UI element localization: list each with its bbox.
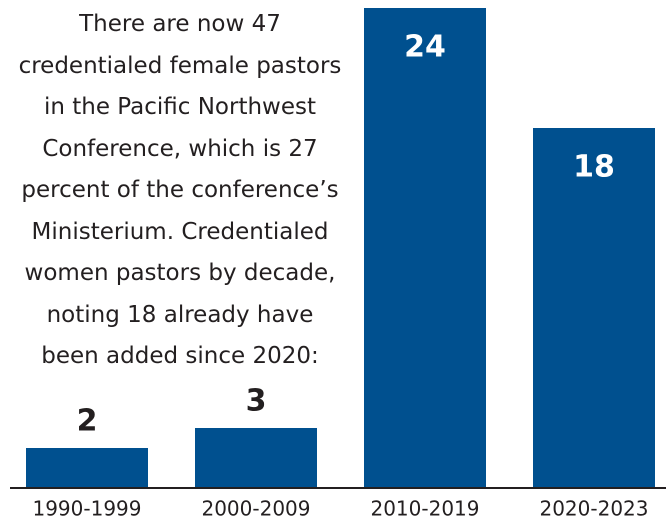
- value-label: 2: [77, 404, 98, 439]
- value-label: 18: [573, 150, 615, 185]
- x-tick-label: 2000-2009: [201, 497, 310, 521]
- x-tick-label: 2020-2023: [539, 497, 648, 521]
- x-tick-label: 1990-1999: [32, 497, 141, 521]
- x-tick-label: 2010-2019: [370, 497, 479, 521]
- annotation: There are now 47 credentialed female pas…: [18, 11, 342, 369]
- bar: [195, 428, 317, 488]
- bar: [26, 448, 148, 488]
- bar: [533, 128, 655, 488]
- value-label: 3: [246, 384, 267, 419]
- value-label: 24: [404, 30, 446, 65]
- bar: [364, 8, 486, 488]
